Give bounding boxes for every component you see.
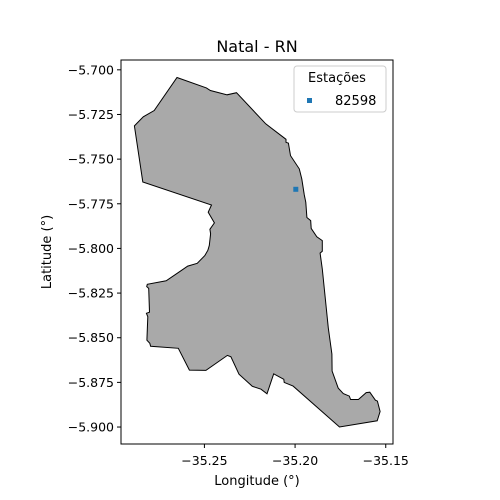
- axes-frame: [120, 59, 394, 445]
- legend-title: Estações: [308, 71, 366, 86]
- x-tick-label: −35.20: [272, 453, 318, 468]
- legend: Estações 82598: [293, 65, 387, 113]
- x-tick-label: −35.25: [181, 453, 227, 468]
- y-tick-label: −5.750: [68, 152, 114, 167]
- y-tick-label: −5.900: [68, 420, 114, 435]
- y-tick-label: −5.800: [68, 241, 114, 256]
- x-tick-label: −35.15: [363, 453, 409, 468]
- y-tick-label: −5.775: [68, 196, 114, 211]
- legend-box: [293, 65, 387, 113]
- municipality-boundary: [133, 76, 381, 428]
- legend-label-82598: 82598: [335, 94, 376, 109]
- plot-area: [133, 76, 381, 428]
- y-tick-label: −5.700: [68, 62, 114, 77]
- y-tick-label: −5.875: [68, 375, 114, 390]
- y-axis: −5.700 −5.725 −5.750 −5.775 −5.800 −5.825 −5.8…: [68, 62, 121, 435]
- x-axis: −35.25 −35.20 −35.15: [181, 444, 409, 468]
- station-point-82598: [293, 186, 299, 192]
- y-tick-label: −5.725: [68, 107, 114, 122]
- chart-title: Natal - RN: [216, 37, 297, 56]
- y-tick-label: −5.825: [68, 286, 114, 301]
- y-axis-label: Latitude (°): [40, 215, 55, 289]
- y-tick-label: −5.850: [68, 330, 114, 345]
- x-axis-label: Longitude (°): [214, 474, 299, 489]
- legend-marker-82598: [307, 98, 312, 103]
